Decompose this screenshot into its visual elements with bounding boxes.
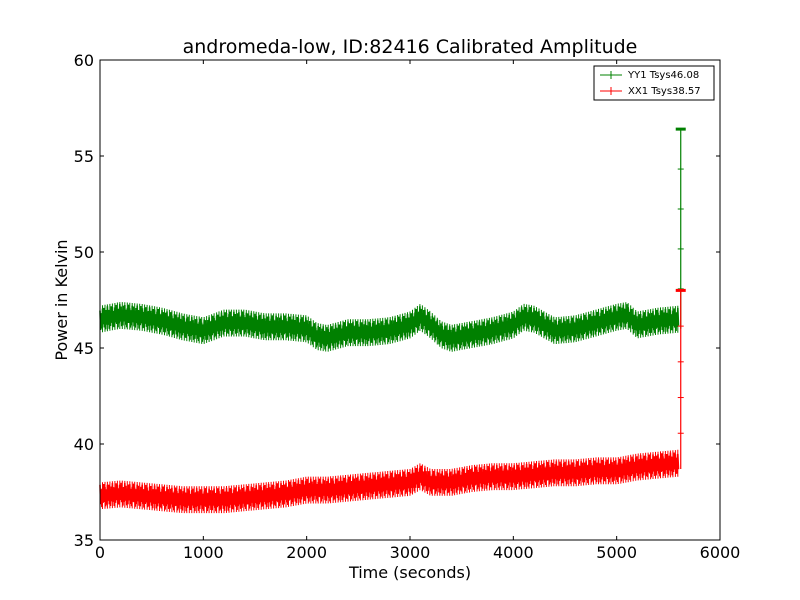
y-tick-label: 45 bbox=[74, 339, 94, 358]
legend-label-xx1: XX1 Tsys38.57 bbox=[628, 86, 701, 97]
y-tick-label: 35 bbox=[74, 531, 94, 550]
x-tick-label: 4000 bbox=[493, 543, 534, 562]
y-axis-label: Power in Kelvin bbox=[52, 239, 71, 360]
y-tick-label: 60 bbox=[74, 51, 94, 70]
x-tick-label: 5000 bbox=[596, 543, 637, 562]
series-layer bbox=[99, 127, 686, 514]
series-yy1 bbox=[99, 127, 686, 352]
x-tick-label: 3000 bbox=[390, 543, 431, 562]
ticks-layer: 0 1000 2000 3000 4000 5000 6000 35 40 45 50 55 60 bbox=[74, 51, 741, 562]
x-tick-label: 2000 bbox=[286, 543, 327, 562]
x-tick-label: 6000 bbox=[700, 543, 741, 562]
chart-title: andromeda-low, ID:82416 Calibrated Ampli… bbox=[183, 36, 638, 58]
x-tick-label: 1000 bbox=[183, 543, 224, 562]
series-xx1 bbox=[99, 288, 686, 514]
y-tick-label: 40 bbox=[74, 435, 94, 454]
x-tick-label: 0 bbox=[95, 543, 105, 562]
y-tick-label: 50 bbox=[74, 243, 94, 262]
legend-label-yy1: YY1 Tsys46.08 bbox=[627, 70, 699, 81]
y-tick-label: 55 bbox=[74, 147, 94, 166]
x-axis-label: Time (seconds) bbox=[348, 563, 471, 582]
legend-box bbox=[593, 65, 715, 101]
legend: YY1 Tsys46.08 XX1 Tsys38.57 bbox=[593, 65, 715, 101]
